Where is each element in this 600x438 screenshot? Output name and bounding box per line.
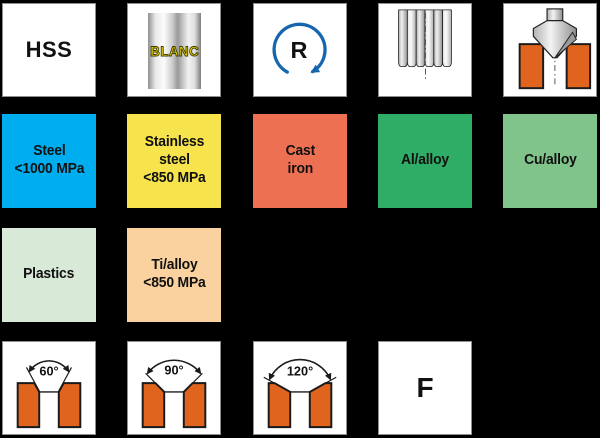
material-cast-iron: Cast iron [253, 114, 347, 208]
material-stainless-steel: Stainless steel <850 MPa [127, 114, 221, 208]
material-label-line: Cast [285, 143, 315, 160]
clockwise-rotation-icon: R [272, 22, 327, 74]
tile-blanc: BLANC [127, 3, 221, 97]
material-label-line: Stainless [144, 134, 204, 151]
material-label-line: Al/alloy [400, 152, 449, 169]
tile-angle-60: 60° [2, 341, 96, 435]
tile-drill [378, 3, 472, 97]
material-ti-alloy: Ti/alloy <850 MPa [127, 228, 221, 322]
material-label-line: <850 MPa [142, 169, 206, 186]
material-label-line: <850 MPa [142, 275, 206, 291]
blank-cylinder-icon: BLANC [148, 13, 201, 89]
tile-countersink [503, 3, 597, 97]
material-plastics: Plastics [2, 228, 96, 322]
material-label-line: Steel [32, 143, 66, 160]
material-label-line: <1000 MPa [14, 161, 84, 177]
tile-angle-120: 120° [253, 341, 347, 435]
material-al-alloy: Al/alloy [378, 114, 472, 208]
blanc-label: BLANC [150, 43, 199, 60]
drill-flutes-icon [398, 9, 452, 81]
tile-feed: F [378, 341, 472, 435]
hss-label: HSS [25, 37, 73, 62]
rotation-letter: R [291, 37, 308, 63]
countersink-angle-60-icon: 60° [16, 360, 82, 429]
tile-hss: HSS [2, 3, 96, 97]
material-steel: Steel <1000 MPa [2, 114, 96, 208]
workpiece-left [518, 43, 545, 90]
countersink-tool-icon [518, 8, 592, 90]
countersink-angle-120-icon: 120° [263, 358, 337, 429]
angle-label: 60° [39, 363, 58, 378]
angle-label: 90° [164, 362, 183, 377]
workpiece-right [565, 43, 592, 90]
feed-label: F [416, 372, 434, 403]
countersink-angle-90-icon: 90° [141, 359, 207, 429]
angle-label: 120° [287, 363, 313, 378]
material-label-line: steel [158, 152, 190, 169]
material-label-line: Cu/alloy [523, 152, 577, 169]
material-label-line: Ti/alloy [150, 257, 198, 274]
material-label-line: iron [287, 161, 313, 177]
material-label-line: Plastics [23, 266, 75, 283]
tile-rotation: R [253, 3, 347, 97]
tile-angle-90: 90° [127, 341, 221, 435]
material-cu-alloy: Cu/alloy [503, 114, 597, 208]
